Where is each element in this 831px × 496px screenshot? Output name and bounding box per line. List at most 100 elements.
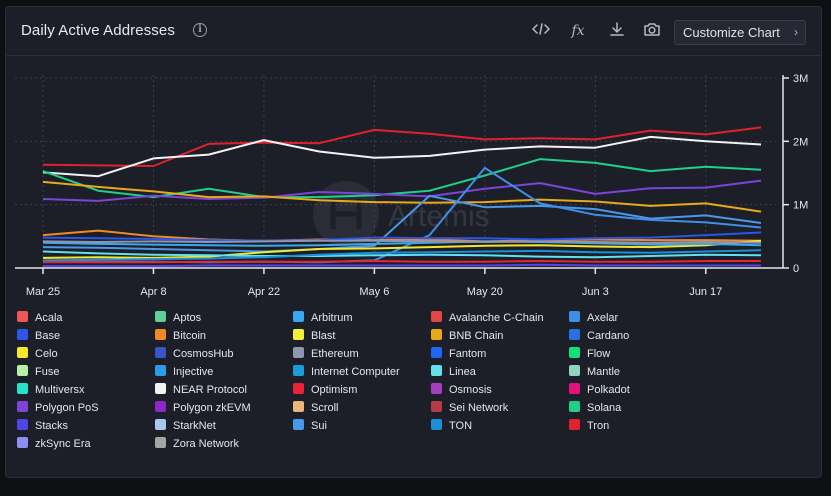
- legend-swatch: [569, 419, 580, 430]
- legend-item-near-protocol[interactable]: NEAR Protocol: [155, 383, 247, 401]
- legend-item-mantle[interactable]: Mantle: [569, 365, 620, 383]
- legend-swatch: [569, 329, 580, 340]
- legend-item-acala[interactable]: Acala: [17, 311, 63, 329]
- legend-item-blast[interactable]: Blast: [293, 329, 335, 347]
- legend-label: Internet Computer: [311, 366, 400, 378]
- y-tick-label: 1M: [793, 200, 808, 212]
- legend-item-fuse[interactable]: Fuse: [17, 365, 59, 383]
- x-tick-label: Mar 25: [26, 286, 60, 298]
- info-icon[interactable]: i: [193, 23, 207, 37]
- legend-item-injective[interactable]: Injective: [155, 365, 213, 383]
- legend-item-sui[interactable]: Sui: [293, 419, 327, 437]
- legend-label: Scroll: [311, 402, 339, 414]
- x-tick-label: Jun 17: [689, 286, 722, 298]
- x-tick-label: Apr 8: [140, 286, 166, 298]
- legend-swatch: [155, 329, 166, 340]
- chart-grid: [15, 75, 776, 268]
- legend-item-linea[interactable]: Linea: [431, 365, 476, 383]
- series-line-celo: [42, 239, 762, 259]
- legend-label: Axelar: [587, 312, 619, 324]
- series-line-bnb-chain: [42, 180, 762, 213]
- legend-label: Flow: [587, 348, 611, 360]
- code-icon[interactable]: [530, 21, 552, 41]
- x-tick-label: May 20: [467, 286, 503, 298]
- legend-item-axelar[interactable]: Axelar: [569, 311, 618, 329]
- legend-swatch: [155, 347, 166, 358]
- legend-swatch: [17, 419, 28, 430]
- chart-title: Daily Active Addresses: [21, 22, 175, 39]
- customize-chart-button[interactable]: Customize Chart ›: [674, 20, 806, 45]
- legend-item-bitcoin[interactable]: Bitcoin: [155, 329, 206, 347]
- series-line-sui: [42, 194, 762, 253]
- legend-swatch: [569, 347, 580, 358]
- chart-axes: 0 1M 2M 3M Mar 25 Apr 8 Apr 22 May 6 May 20 Jun 3…: [15, 73, 808, 298]
- camera-icon[interactable]: [641, 21, 663, 41]
- customize-chart-label: Customize Chart: [683, 25, 780, 40]
- legend-label: Base: [35, 330, 61, 342]
- legend-swatch: [431, 383, 442, 394]
- legend-item-polygon-zkevm[interactable]: Polygon zkEVM: [155, 401, 251, 419]
- legend-item-scroll[interactable]: Scroll: [293, 401, 339, 419]
- series-line-arbitrum: [42, 240, 762, 247]
- legend-label: Tron: [587, 420, 610, 432]
- legend-item-tron[interactable]: Tron: [569, 419, 609, 437]
- legend-swatch: [569, 311, 580, 322]
- legend-item-bnb-chain[interactable]: BNB Chain: [431, 329, 503, 347]
- legend-item-avalanche-c-chain[interactable]: Avalanche C-Chain: [431, 311, 544, 329]
- legend-item-multiversx[interactable]: Multiversx: [17, 383, 85, 401]
- legend-label: zkSync Era: [35, 438, 91, 450]
- legend-label: CosmosHub: [173, 348, 234, 360]
- legend-item-starknet[interactable]: StarkNet: [155, 419, 216, 437]
- legend-swatch: [431, 419, 442, 430]
- legend-item-fantom[interactable]: Fantom: [431, 347, 486, 365]
- legend-label: Sei Network: [449, 402, 509, 414]
- legend-swatch: [569, 365, 580, 376]
- legend-swatch: [431, 365, 442, 376]
- legend-label: Polygon PoS: [35, 402, 99, 414]
- chart-header: Daily Active Addresses i fx Customize Ch…: [6, 7, 821, 56]
- series-line-tron: [42, 126, 762, 167]
- y-tick-label: 0: [793, 263, 799, 275]
- legend-item-flow[interactable]: Flow: [569, 347, 610, 365]
- chart-series: [42, 126, 762, 268]
- legend-swatch: [17, 311, 28, 322]
- legend-item-zora-network[interactable]: Zora Network: [155, 437, 239, 455]
- legend-label: Fuse: [35, 366, 60, 378]
- legend-item-internet-computer[interactable]: Internet Computer: [293, 365, 400, 383]
- legend-item-cardano[interactable]: Cardano: [569, 329, 629, 347]
- legend-item-celo[interactable]: Celo: [17, 347, 58, 365]
- legend-swatch: [17, 329, 28, 340]
- legend-item-osmosis[interactable]: Osmosis: [431, 383, 492, 401]
- legend-item-solana[interactable]: Solana: [569, 401, 621, 419]
- legend-swatch: [155, 365, 166, 376]
- legend-item-ton[interactable]: TON: [431, 419, 472, 437]
- legend-item-cosmoshub[interactable]: CosmosHub: [155, 347, 234, 365]
- legend-swatch: [431, 329, 442, 340]
- legend-label: Aptos: [173, 312, 202, 324]
- series-line-optimism: [43, 260, 761, 264]
- series-line-base: [42, 231, 762, 242]
- function-icon[interactable]: fx: [571, 23, 585, 39]
- legend-item-ethereum[interactable]: Ethereum: [293, 347, 359, 365]
- legend-label: Injective: [173, 366, 214, 378]
- legend-swatch: [17, 347, 28, 358]
- chart-legend: Acala Aptos Arbitrum Avalanche C-Chain Axela…: [17, 311, 807, 461]
- legend-item-aptos[interactable]: Aptos: [155, 311, 201, 329]
- legend-item-stacks[interactable]: Stacks: [17, 419, 68, 437]
- legend-label: Multiversx: [35, 384, 85, 396]
- legend-label: TON: [449, 420, 473, 432]
- series-line-near-protocol: [42, 135, 762, 178]
- legend-item-sei-network[interactable]: Sei Network: [431, 401, 508, 419]
- legend-item-polkadot[interactable]: Polkadot: [569, 383, 630, 401]
- legend-label: Solana: [587, 402, 622, 414]
- download-icon[interactable]: [606, 21, 628, 41]
- legend-item-zksync-era[interactable]: zkSync Era: [17, 437, 91, 455]
- legend-item-polygon-pos[interactable]: Polygon PoS: [17, 401, 99, 419]
- legend-label: BNB Chain: [449, 330, 504, 342]
- legend-item-optimism[interactable]: Optimism: [293, 383, 357, 401]
- legend-swatch: [293, 311, 304, 322]
- series-line-linea: [42, 250, 762, 259]
- legend-item-base[interactable]: Base: [17, 329, 60, 347]
- legend-item-arbitrum[interactable]: Arbitrum: [293, 311, 353, 329]
